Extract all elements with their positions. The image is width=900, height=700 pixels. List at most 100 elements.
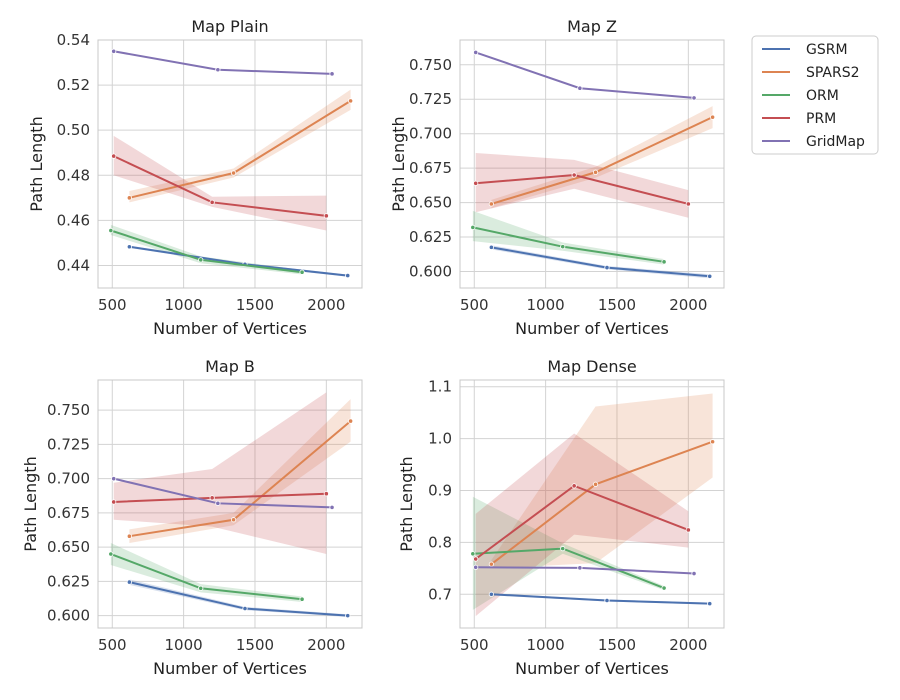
y-tick-label: 0.600 bbox=[409, 262, 452, 280]
x-tick-label: 2000 bbox=[669, 636, 707, 654]
point-gridmap bbox=[329, 504, 335, 511]
y-tick-label: 0.750 bbox=[47, 401, 90, 419]
y-tick-label: 0.8 bbox=[428, 533, 452, 551]
band-gridmap bbox=[475, 52, 695, 98]
point-gsrm bbox=[242, 605, 248, 612]
point-orm bbox=[108, 551, 114, 557]
x-axis-label: Number of Vertices bbox=[515, 659, 669, 678]
legend-frame bbox=[751, 35, 879, 155]
point-orm bbox=[661, 585, 667, 591]
chart-title: Map Z bbox=[567, 17, 617, 36]
y-tick-label: 0.54 bbox=[57, 31, 90, 49]
y-tick-label: 0.50 bbox=[57, 121, 90, 139]
legend: GSRM SPARS2 ORM PRM GridMap bbox=[751, 35, 879, 155]
point-prm bbox=[685, 527, 691, 533]
line-gsrm bbox=[129, 581, 348, 617]
point-spars2 bbox=[709, 439, 716, 445]
point-prm bbox=[571, 172, 577, 178]
x-tick-label: 1500 bbox=[598, 296, 636, 314]
point-gridmap bbox=[215, 500, 221, 506]
x-tick-label: 1500 bbox=[236, 296, 274, 314]
point-gridmap bbox=[577, 85, 583, 91]
band-spars2 bbox=[129, 89, 351, 203]
y-tick-label: 0.700 bbox=[47, 470, 90, 488]
x-tick-label: 500 bbox=[98, 636, 127, 654]
y-tick-label: 1.1 bbox=[428, 378, 452, 396]
point-prm bbox=[209, 495, 215, 501]
point-orm bbox=[560, 546, 566, 552]
point-gridmap bbox=[329, 71, 335, 77]
point-orm bbox=[470, 224, 476, 230]
point-spars2 bbox=[347, 418, 354, 424]
x-tick-label: 500 bbox=[460, 636, 489, 654]
point-prm bbox=[209, 199, 215, 205]
line-gridmap bbox=[475, 51, 695, 99]
line-gsrm bbox=[491, 593, 710, 605]
point-orm bbox=[560, 244, 566, 250]
point-orm bbox=[198, 257, 204, 263]
x-tick-label: 1500 bbox=[236, 636, 274, 654]
x-axis-label: Number of Vertices bbox=[153, 319, 307, 338]
point-prm bbox=[473, 180, 479, 186]
point-gridmap bbox=[111, 476, 117, 482]
point-gridmap bbox=[691, 570, 697, 577]
point-orm bbox=[108, 227, 114, 234]
legend-label-orm: ORM bbox=[806, 88, 839, 104]
band-prm bbox=[113, 135, 327, 231]
legend-label-gridmap: GridMap bbox=[806, 134, 865, 150]
point-gsrm bbox=[707, 601, 713, 607]
panel-map-plain: 500 1000 1500 2000 0.44 0.46 0.48 0.50 0.52 0.54 N… bbox=[27, 17, 363, 338]
point-gsrm bbox=[707, 273, 713, 279]
point-spars2 bbox=[709, 114, 716, 120]
point-prm bbox=[111, 153, 117, 159]
line-gsrm bbox=[129, 245, 348, 277]
band-orm bbox=[472, 210, 665, 265]
x-tick-label: 1000 bbox=[165, 296, 203, 314]
point-gsrm bbox=[345, 613, 351, 619]
point-prm bbox=[323, 491, 329, 497]
band-spars2 bbox=[491, 106, 713, 209]
point-gsrm bbox=[604, 265, 610, 271]
point-orm bbox=[470, 551, 476, 557]
x-tick-label: 1000 bbox=[165, 636, 203, 654]
point-spars2 bbox=[126, 195, 132, 201]
legend-label-gsrm: GSRM bbox=[806, 42, 848, 58]
y-tick-label: 0.46 bbox=[57, 211, 90, 229]
point-gsrm bbox=[488, 244, 494, 250]
x-axis-label: Number of Vertices bbox=[153, 659, 307, 678]
point-prm bbox=[111, 499, 117, 505]
point-spars2 bbox=[230, 517, 237, 523]
point-gsrm bbox=[488, 591, 494, 597]
point-spars2 bbox=[488, 201, 494, 207]
point-orm bbox=[299, 269, 305, 275]
y-tick-label: 0.600 bbox=[47, 607, 90, 625]
y-tick-label: 0.725 bbox=[47, 435, 90, 453]
y-tick-label: 1.0 bbox=[428, 430, 452, 448]
legend-label-prm: PRM bbox=[806, 111, 836, 127]
x-tick-label: 500 bbox=[98, 296, 127, 314]
point-gridmap bbox=[577, 565, 583, 571]
y-axis-label: Path Length bbox=[389, 116, 408, 211]
y-tick-label: 0.625 bbox=[47, 572, 90, 590]
line-gridmap bbox=[113, 50, 333, 75]
axes-frame bbox=[97, 39, 363, 289]
band-prm bbox=[113, 392, 327, 555]
point-spars2 bbox=[592, 481, 599, 487]
x-tick-label: 2000 bbox=[307, 636, 345, 654]
legend-label-spars2: SPARS2 bbox=[806, 65, 860, 81]
point-spars2 bbox=[488, 561, 494, 567]
x-tick-label: 500 bbox=[460, 296, 489, 314]
point-gridmap bbox=[473, 564, 479, 570]
y-tick-label: 0.625 bbox=[409, 228, 452, 246]
axes-frame bbox=[459, 39, 725, 289]
y-tick-label: 0.44 bbox=[57, 256, 90, 274]
y-axis-label: Path Length bbox=[397, 456, 416, 551]
point-orm bbox=[661, 259, 667, 265]
point-spars2 bbox=[230, 170, 237, 176]
y-tick-label: 0.750 bbox=[409, 56, 452, 74]
x-axis-label: Number of Vertices bbox=[515, 319, 669, 338]
point-spars2 bbox=[347, 98, 354, 104]
x-tick-label: 1500 bbox=[598, 636, 636, 654]
band-prm bbox=[475, 433, 689, 617]
